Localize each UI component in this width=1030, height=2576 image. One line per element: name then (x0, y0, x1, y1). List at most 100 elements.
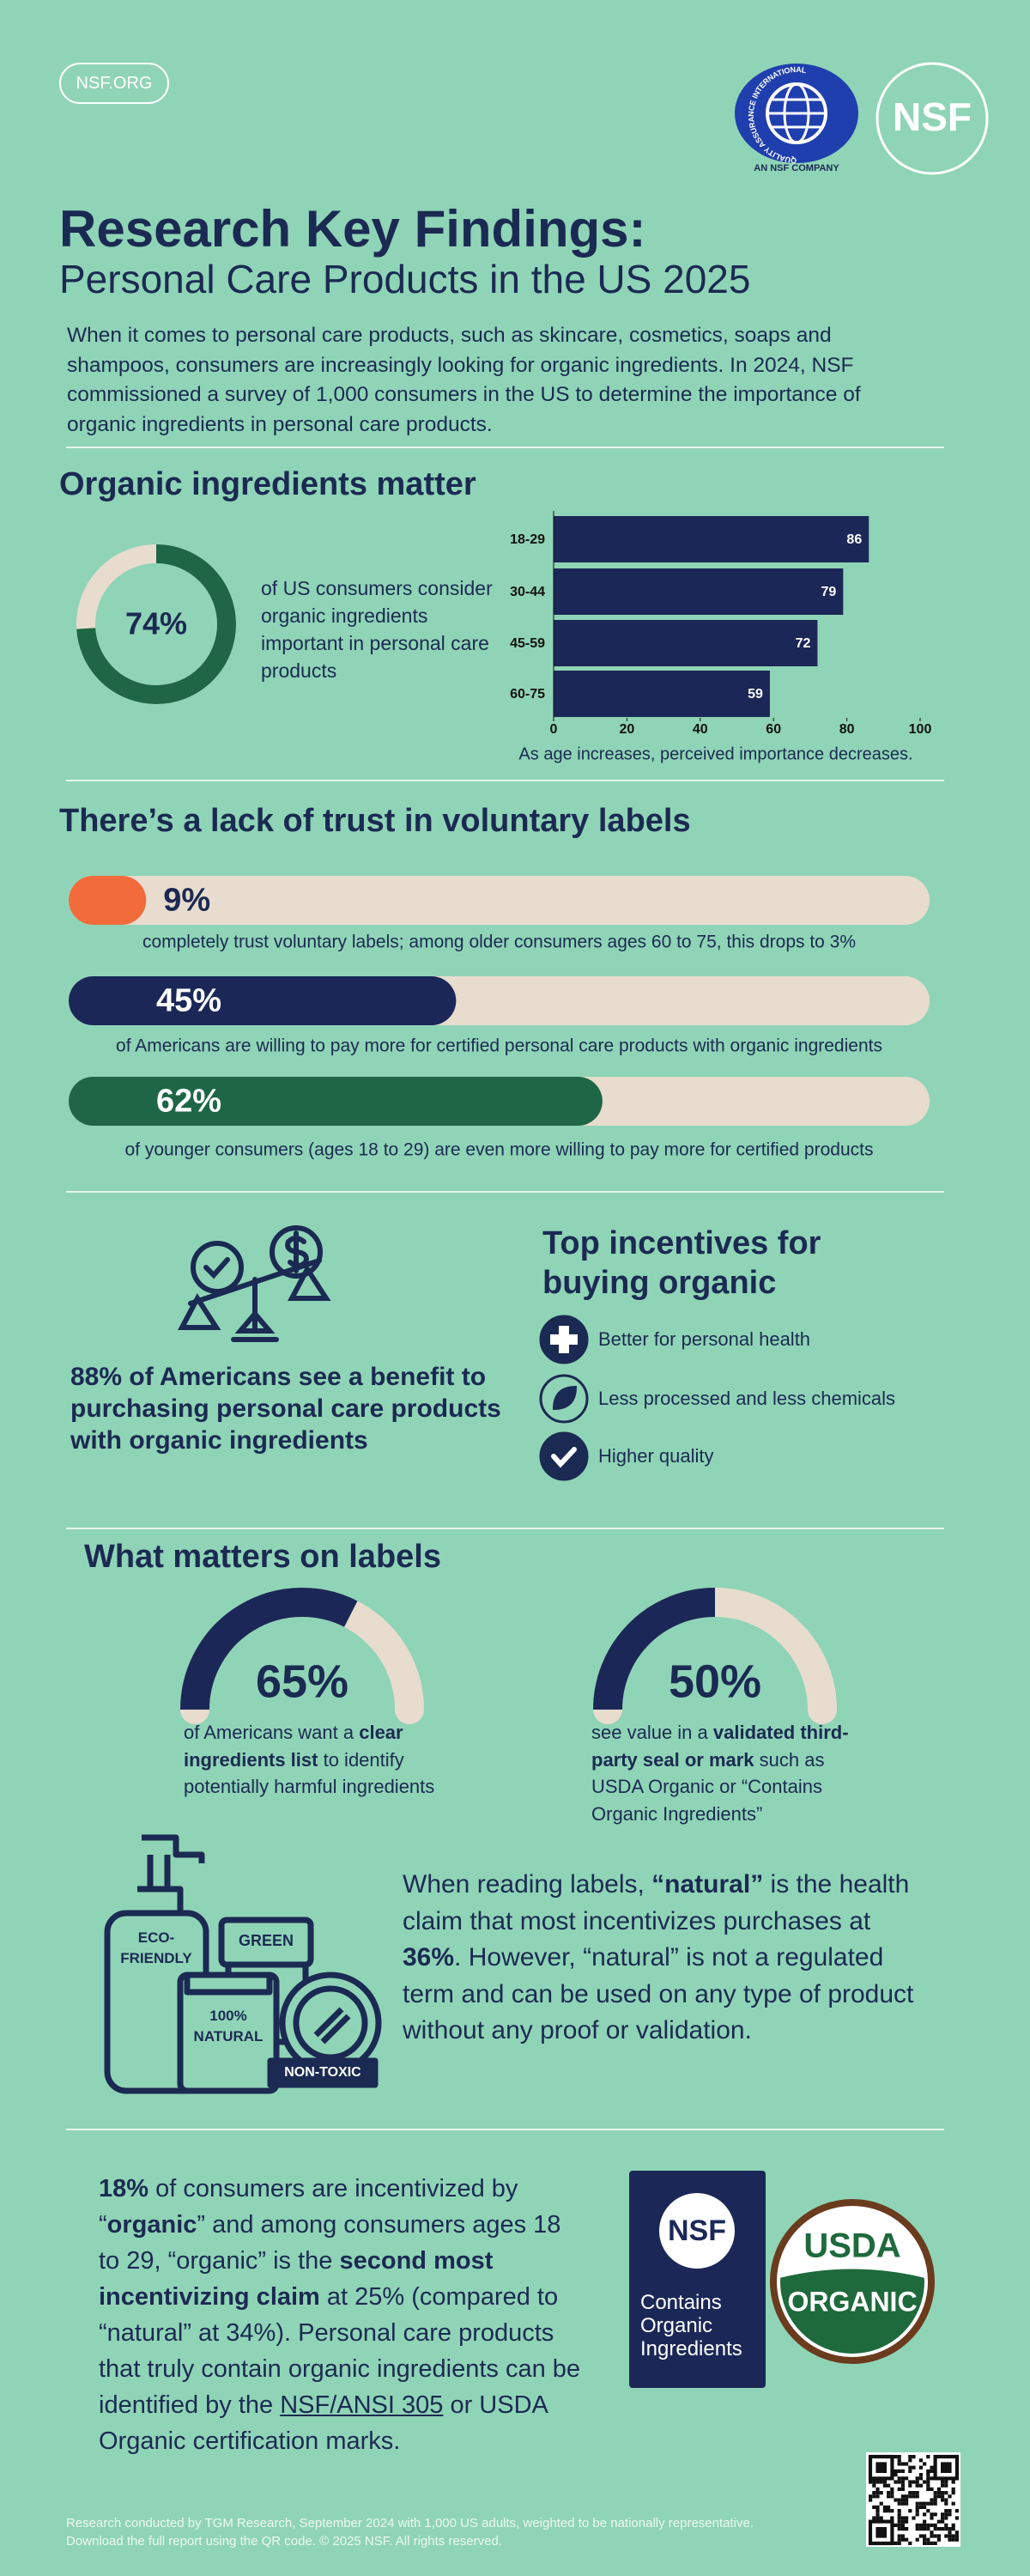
qr-module (933, 2527, 937, 2531)
qr-module (897, 2527, 901, 2531)
progress-text: completely trust voluntary labels; among… (142, 933, 856, 952)
qr-module (872, 2494, 876, 2499)
bar-value-label: 59 (748, 687, 763, 702)
qr-module (926, 2476, 930, 2481)
qr-module (912, 2491, 916, 2495)
qr-module (887, 2483, 891, 2488)
qr-module (930, 2530, 934, 2535)
gauge-label: 50% (669, 1656, 761, 1707)
qr-module (887, 2509, 891, 2513)
qr-module (900, 2483, 905, 2488)
y-tick-label: 60-75 (510, 687, 545, 702)
qr-module (905, 2527, 909, 2531)
qr-module (876, 2487, 880, 2491)
qr-module (900, 2487, 905, 2491)
qr-module (900, 2498, 905, 2502)
donut-label: 74% (125, 606, 187, 641)
qr-module (933, 2498, 937, 2502)
qr-module (900, 2476, 905, 2481)
qr-module (918, 2473, 923, 2477)
usda-band (780, 2269, 924, 2354)
qr-module (905, 2476, 909, 2481)
qr-module (900, 2494, 905, 2499)
qr-module (900, 2537, 905, 2542)
qr-module (951, 2523, 955, 2527)
tag: 100% NATURAL (193, 2008, 264, 2044)
qr-module (876, 2516, 880, 2520)
text-run: to identify potentially harmful ingredie… (184, 1748, 435, 1798)
qr-module (915, 2491, 919, 2495)
qr-module (951, 2537, 955, 2542)
qr-module (936, 2487, 941, 2491)
progress-fill (69, 976, 457, 1025)
qr-module (908, 2480, 912, 2484)
gauge-text: of Americans want a clear ingredients li… (184, 1719, 441, 1801)
qa-caption: AN NSF COMPANY (754, 163, 839, 173)
qr-module (936, 2537, 941, 2542)
qr-module (926, 2469, 930, 2473)
qr-module (926, 2541, 930, 2545)
x-tick-label: 100 (909, 722, 932, 737)
qr-module (908, 2469, 912, 2473)
qr-module (908, 2509, 912, 2513)
qr-module (876, 2494, 880, 2499)
qr-module (915, 2483, 919, 2488)
qr-module (930, 2516, 934, 2520)
qr-module (930, 2541, 934, 2545)
incentive-text: Better for personal health (598, 1328, 810, 1350)
bar (554, 620, 818, 666)
qr-module (918, 2501, 923, 2506)
qr-module (918, 2505, 923, 2509)
progress-track (69, 876, 930, 925)
qr-module (912, 2516, 916, 2520)
qr-module (951, 2527, 955, 2531)
qr-module (923, 2537, 927, 2542)
qr-module (897, 2455, 901, 2459)
qr-module (869, 2480, 873, 2484)
qr-module (890, 2509, 894, 2513)
link[interactable]: NSF/ANSI 305 (280, 2391, 444, 2419)
text-run: is the health claim that most incentiviz… (403, 1870, 910, 1935)
subtitle: Personal Care Products in the US 2025 (59, 257, 751, 301)
qr-module (908, 2465, 912, 2470)
qr-module (941, 2519, 945, 2524)
qr-module (908, 2483, 912, 2488)
nsf-badge-logo-text: NSF (668, 2215, 726, 2247)
qr-module (905, 2462, 909, 2466)
usda-bottom: ORGANIC (787, 2286, 917, 2317)
donut-arc (76, 544, 236, 704)
qr-module (887, 2505, 891, 2509)
qr-module (948, 2509, 952, 2513)
qr-module (944, 2527, 948, 2531)
text-run: or USDA Organic certification marks. (99, 2391, 548, 2455)
qr-module (936, 2491, 941, 2495)
qr-module (930, 2469, 934, 2473)
qr-module (936, 2494, 941, 2499)
qr-module (900, 2462, 905, 2466)
qr-module (923, 2501, 927, 2506)
qr-module (941, 2512, 945, 2517)
footer-line: Research conducted by TGM Research, Sept… (66, 2516, 754, 2530)
bar-value-label: 86 (846, 532, 862, 547)
qr-module (951, 2501, 955, 2506)
qr-module (915, 2476, 919, 2481)
qr-module (933, 2491, 937, 2495)
nsf-badge-text: Contains Organic Ingredients (640, 2291, 742, 2360)
qr-module (930, 2523, 934, 2527)
y-tick-label: 30-44 (510, 585, 545, 599)
x-tick-label: 0 (550, 722, 558, 737)
qr-module (879, 2516, 883, 2520)
qr-module (872, 2516, 876, 2520)
text-run: at 25% (compared to “natural” at 34%). P… (99, 2283, 581, 2419)
qr-module (915, 2509, 919, 2513)
qr-module (954, 2509, 959, 2513)
site-link[interactable]: NSF.ORG (59, 63, 169, 104)
text-run: validated third-party seal or mark (591, 1722, 849, 1771)
qr-module (894, 2455, 898, 2459)
qr-module (923, 2512, 927, 2517)
qr-module (954, 2537, 959, 2542)
text-run: 36% (403, 1943, 455, 1971)
tag: ECO-FRIENDLY (120, 1929, 192, 1966)
qr-module (912, 2465, 916, 2470)
